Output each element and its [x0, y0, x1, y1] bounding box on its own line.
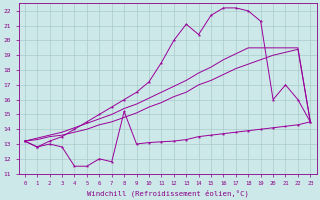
X-axis label: Windchill (Refroidissement éolien,°C): Windchill (Refroidissement éolien,°C) — [87, 189, 249, 197]
